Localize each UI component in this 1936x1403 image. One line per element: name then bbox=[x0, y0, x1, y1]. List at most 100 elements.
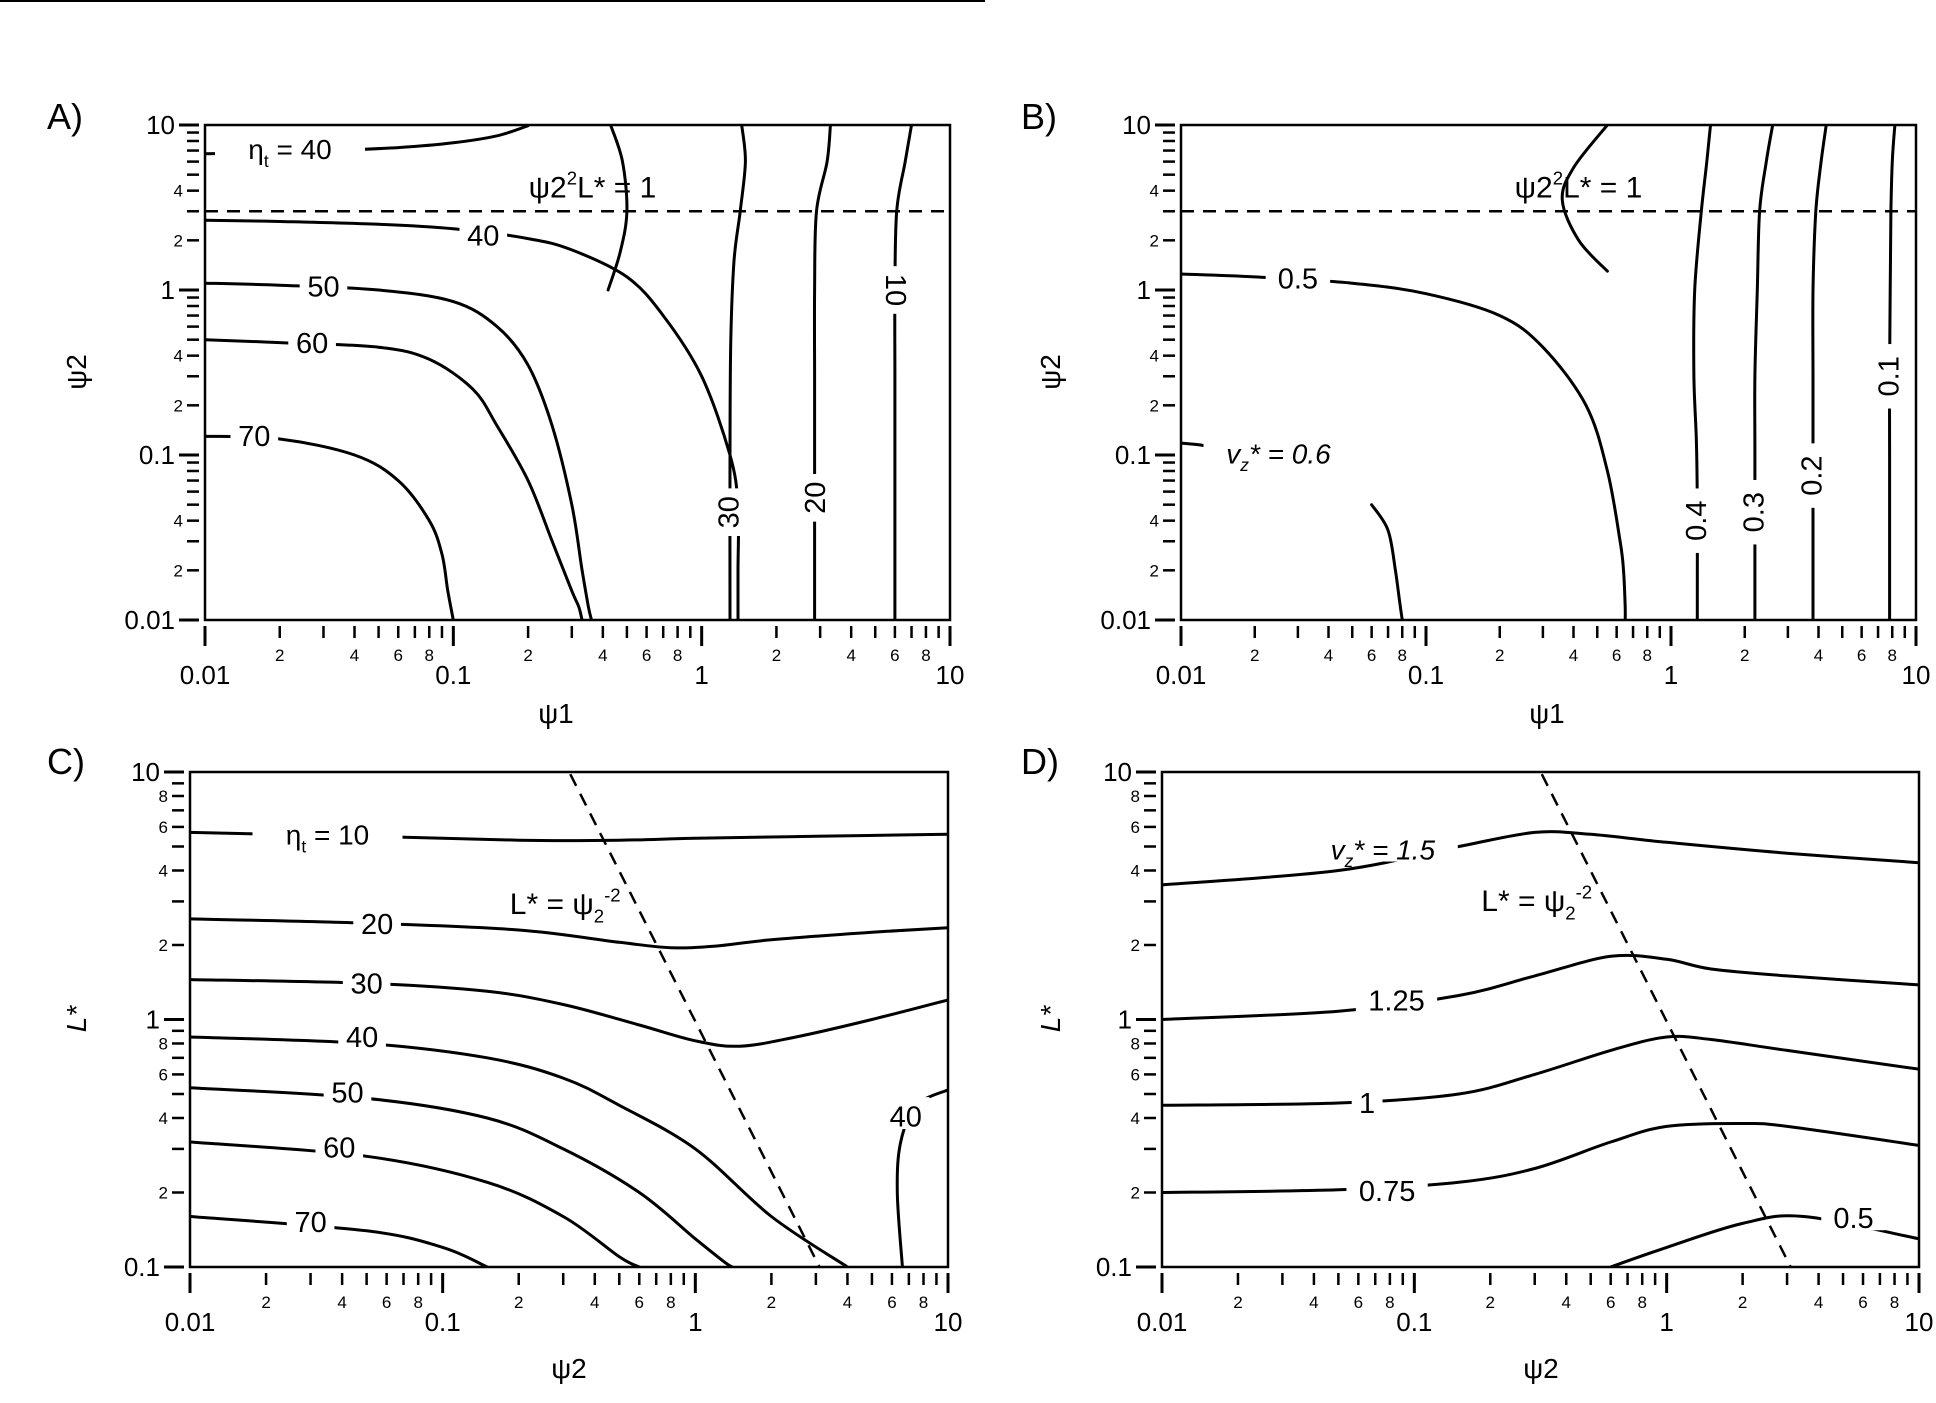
contour-label-text: 1.25 bbox=[1368, 985, 1424, 1017]
guide-label: ψ22L* = 1 bbox=[1515, 168, 1643, 205]
contour-label-text: 40 bbox=[346, 1022, 378, 1054]
contour-label-text: 0.1 bbox=[1873, 356, 1905, 396]
contour-label: 30 bbox=[709, 488, 746, 537]
label-knockout bbox=[215, 130, 365, 162]
contour-labels: ψ22L* = 1 ηt = 40 40 30 20 10 50 60 70 bbox=[215, 130, 916, 537]
x-minor-tick-label: 2 bbox=[275, 646, 284, 665]
contour-line bbox=[190, 978, 948, 1048]
contour-line bbox=[1753, 125, 1775, 620]
y-tick-label: 10 bbox=[146, 110, 175, 140]
guide-label: L* = ψ2-2 bbox=[1481, 881, 1592, 923]
x-minor-tick-label: 2 bbox=[1233, 1293, 1242, 1312]
contour-line bbox=[1162, 1121, 1919, 1194]
y-minor-tick-label: 4 bbox=[174, 347, 183, 366]
y-axis-label: L* bbox=[61, 1005, 92, 1033]
x-minor-tick-label: 2 bbox=[1740, 646, 1749, 665]
x-minor-tick-label: 4 bbox=[590, 1293, 599, 1312]
contour-label: 0.3 bbox=[1734, 479, 1771, 545]
x-tick-label: 0.1 bbox=[435, 660, 471, 690]
x-minor-tick-label: 2 bbox=[1486, 1293, 1495, 1312]
contour-label-text: 0.5 bbox=[1278, 264, 1318, 296]
x-minor-tick-label: 6 bbox=[887, 1293, 896, 1312]
contour-label-text: ηt = 40 bbox=[248, 134, 331, 171]
x-tick-label: 1 bbox=[1659, 1307, 1673, 1337]
contour-lines bbox=[1162, 773, 1919, 1267]
label-knockout bbox=[1346, 1171, 1428, 1204]
contour-label-text: ηt = 10 bbox=[286, 820, 369, 857]
contour-line bbox=[205, 434, 455, 620]
y-minor-tick-label: 4 bbox=[159, 1109, 168, 1128]
y-minor-tick-label: 2 bbox=[174, 396, 183, 415]
x-minor-tick-label: 6 bbox=[890, 646, 899, 665]
x-minor-tick-label: 4 bbox=[846, 646, 855, 665]
x-axis-label: ψ2 bbox=[551, 1353, 587, 1384]
y-minor-tick-label: 8 bbox=[159, 1034, 168, 1053]
contour-line bbox=[190, 1215, 489, 1267]
y-minor-tick-label: 8 bbox=[1131, 787, 1140, 806]
contour-label: 50 bbox=[299, 267, 348, 304]
x-minor-tick-label: 2 bbox=[1250, 646, 1259, 665]
contour-label-text: 0.3 bbox=[1739, 492, 1771, 532]
contour-label: 0.75 bbox=[1346, 1171, 1428, 1208]
x-minor-tick-label: 2 bbox=[514, 1293, 523, 1312]
x-axis-label: ψ1 bbox=[538, 698, 574, 729]
x-minor-tick-label: 8 bbox=[666, 1293, 675, 1312]
contour-labels: L* = ψ2-2 vz* = 1.5 1.25 1 0.75 0.5 bbox=[1307, 830, 1886, 1235]
contour-line bbox=[190, 1086, 734, 1267]
contour-label-text: 10 bbox=[879, 274, 911, 306]
y-minor-tick-label: 4 bbox=[1150, 512, 1159, 531]
guide-label: L* = ψ2-2 bbox=[510, 884, 621, 926]
contour-label: ηt = 10 bbox=[252, 816, 403, 857]
label-knockout bbox=[286, 1202, 335, 1235]
top-rule bbox=[0, 0, 985, 2]
x-minor-tick-label: 4 bbox=[1309, 1293, 1318, 1312]
x-tick-label: 10 bbox=[936, 660, 965, 690]
label-knockout bbox=[459, 215, 508, 248]
y-minor-tick-label: 2 bbox=[159, 1183, 168, 1202]
y-tick-label: 0.1 bbox=[1096, 1252, 1132, 1282]
x-minor-tick-label: 6 bbox=[642, 646, 651, 665]
x-minor-tick-label: 6 bbox=[1367, 646, 1376, 665]
contour-line bbox=[1162, 953, 1919, 1021]
contour-label-text: vz* = 0.6 bbox=[1226, 438, 1331, 475]
x-axis-label: ψ2 bbox=[1523, 1353, 1559, 1384]
x-minor-tick-label: 6 bbox=[1354, 1293, 1363, 1312]
x-minor-tick-label: 4 bbox=[1324, 646, 1333, 665]
label-knockout bbox=[1355, 980, 1438, 1013]
x-tick-label: 1 bbox=[688, 1307, 702, 1337]
contour-label: 50 bbox=[323, 1073, 372, 1110]
plot-frame bbox=[188, 770, 950, 1269]
contour-line bbox=[1811, 125, 1828, 620]
x-minor-tick-label: 4 bbox=[337, 1293, 346, 1312]
contour-line bbox=[606, 125, 629, 292]
y-tick-label: 10 bbox=[1122, 110, 1151, 140]
y-minor-tick-label: 4 bbox=[1150, 347, 1159, 366]
y-minor-tick-label: 4 bbox=[1131, 861, 1140, 880]
contour-label: 40 bbox=[881, 1097, 930, 1134]
contour-line bbox=[1162, 1034, 1919, 1107]
contour-label: 1.25 bbox=[1355, 980, 1438, 1017]
contour-label-text: vz* = 1.5 bbox=[1331, 834, 1436, 871]
y-minor-tick-label: 6 bbox=[159, 818, 168, 837]
x-minor-tick-label: 4 bbox=[1814, 646, 1823, 665]
contour-label-text: 40 bbox=[890, 1102, 922, 1134]
y-minor-tick-label: 8 bbox=[159, 787, 168, 806]
contour-label-text: 20 bbox=[361, 909, 393, 941]
contour-line bbox=[205, 338, 584, 620]
contour-line bbox=[1370, 503, 1404, 620]
label-knockout bbox=[288, 323, 336, 356]
contour-label-text: 60 bbox=[296, 328, 328, 360]
x-minor-tick-label: 8 bbox=[1643, 646, 1652, 665]
label-knockout bbox=[353, 904, 401, 937]
panel-a: A) 0.012 4 6 80.12 4 6 812 4 6 8100.01240.1241241… bbox=[47, 96, 964, 729]
contour-label: 60 bbox=[315, 1128, 364, 1165]
label-knockout bbox=[1676, 488, 1709, 553]
contour-line bbox=[1888, 125, 1897, 620]
label-knockout bbox=[252, 816, 403, 847]
x-minor-tick-label: 6 bbox=[635, 1293, 644, 1312]
label-knockout bbox=[1203, 434, 1354, 466]
contour-line bbox=[812, 125, 832, 620]
x-minor-tick-label: 6 bbox=[1606, 1293, 1615, 1312]
contour-label: 0.1 bbox=[1868, 344, 1905, 409]
